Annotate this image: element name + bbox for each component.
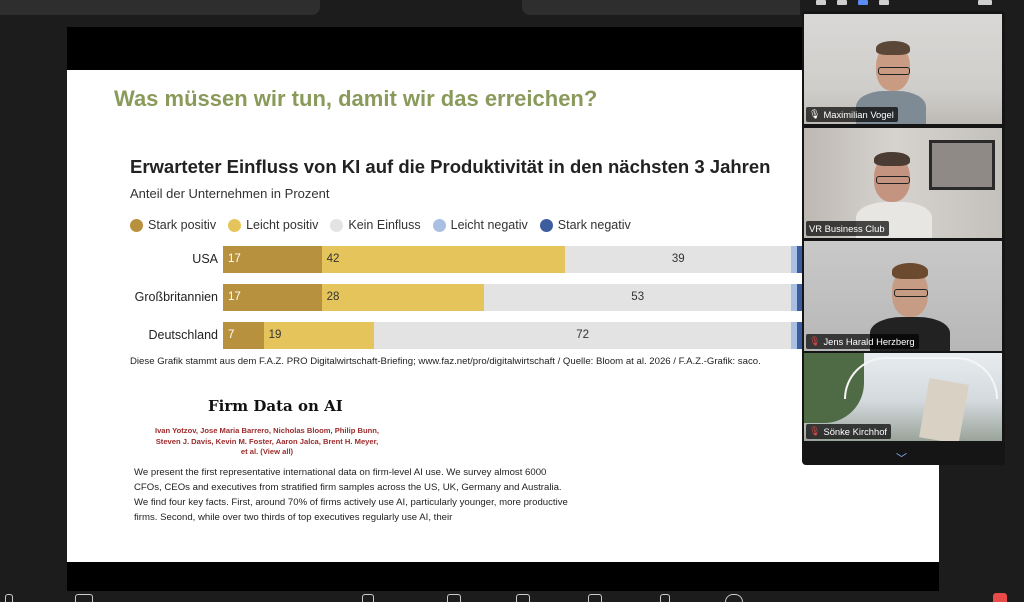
bar-segment bbox=[797, 322, 803, 349]
chart-title: Erwarteter Einfluss von KI auf die Produ… bbox=[130, 156, 771, 177]
mic-muted-icon: 🎙 bbox=[809, 336, 821, 346]
bar-segment: 72 bbox=[373, 322, 792, 349]
participant-name-tag: 🎙 Jens Harald Herzberg bbox=[806, 334, 919, 349]
bar-row: 17 28 53 bbox=[223, 284, 803, 311]
minimize-icon[interactable] bbox=[816, 0, 826, 5]
participant-name: Maximilian Vogel bbox=[823, 109, 894, 120]
legend-label: Stark positiv bbox=[148, 218, 217, 232]
legend-swatch bbox=[539, 218, 553, 232]
chart-source: Diese Grafik stammt aus dem F.A.Z. PRO D… bbox=[130, 356, 761, 367]
bar-segment: 28 bbox=[321, 284, 484, 311]
legend-item: Stark negativ bbox=[539, 218, 631, 232]
participant-name-tag: VR Business Club bbox=[806, 221, 889, 236]
legend-item: Leicht positiv bbox=[228, 218, 318, 232]
paper-abstract: We present the first representative inte… bbox=[134, 467, 568, 523]
participant-name: VR Business Club bbox=[809, 223, 885, 234]
participant-name: Sönke Kirchhof bbox=[823, 426, 888, 437]
grid-view-icon[interactable] bbox=[879, 0, 889, 5]
legend-swatch bbox=[130, 218, 143, 232]
bar-segment bbox=[791, 322, 798, 349]
bar-row: 7 19 72 bbox=[223, 322, 803, 349]
mic-icon: 🎙 bbox=[809, 109, 821, 119]
mic-muted-icon: 🎙 bbox=[809, 426, 821, 436]
bar-segment bbox=[797, 246, 803, 273]
legend-item: Stark positiv bbox=[130, 218, 216, 232]
app-logo-icon[interactable] bbox=[993, 593, 1007, 602]
participant-name: Jens Harald Herzberg bbox=[823, 336, 915, 347]
bar-segment: 19 bbox=[263, 322, 374, 349]
gallery-view-controls[interactable] bbox=[816, 0, 889, 7]
legend-swatch bbox=[432, 218, 446, 232]
gallery-close-icon[interactable] bbox=[978, 0, 992, 5]
top-toolbar-left bbox=[0, 0, 320, 15]
slide-title: Was müssen wir tun, damit wir das erreic… bbox=[114, 86, 598, 111]
bar-row: 17 42 39 bbox=[223, 246, 803, 273]
category-label: Großbritannien bbox=[134, 290, 218, 304]
participant-name-tag: 🎙 Maximilian Vogel bbox=[806, 107, 898, 122]
category-label: USA bbox=[192, 252, 218, 266]
chart-subtitle: Anteil der Unternehmen in Prozent bbox=[130, 186, 330, 201]
participant-tile-2[interactable]: VR Business Club bbox=[804, 128, 1002, 238]
bar-segment: 39 bbox=[565, 246, 792, 273]
microphone-icon[interactable] bbox=[5, 594, 13, 602]
bar-segment: 17 bbox=[223, 284, 322, 311]
bar-segment: 53 bbox=[484, 284, 792, 311]
share-screen-icon[interactable] bbox=[588, 594, 602, 602]
bar-segment bbox=[797, 284, 803, 311]
category-label: Deutschland bbox=[148, 328, 219, 342]
bar-segment: 17 bbox=[223, 246, 322, 273]
more-icon[interactable] bbox=[725, 594, 743, 602]
legend-item: Leicht negativ bbox=[432, 218, 528, 232]
bottom-toolbar bbox=[0, 591, 1024, 602]
legend-label: Leicht positiv bbox=[246, 218, 319, 232]
react-icon[interactable] bbox=[516, 594, 530, 602]
legend-item: Kein Einfluss bbox=[330, 218, 421, 232]
legend-label: Kein Einfluss bbox=[348, 218, 421, 232]
arch-image bbox=[844, 357, 998, 399]
participant-tile-3[interactable]: 🎙 Jens Harald Herzberg bbox=[804, 241, 1002, 351]
bar-segment: 7 bbox=[223, 322, 264, 349]
legend-swatch bbox=[330, 218, 344, 232]
chart-legend: Stark positiv Leicht positiv Kein Einfluss… bbox=[130, 218, 631, 232]
participant-name-tag: 🎙 Sönke Kirchhof bbox=[806, 424, 892, 439]
participants-icon[interactable] bbox=[362, 594, 374, 602]
shared-slide: Was müssen wir tun, damit wir das erreic… bbox=[67, 70, 939, 562]
bar-segment bbox=[791, 284, 798, 311]
participant-tile-1[interactable]: 🎙 Maximilian Vogel bbox=[804, 14, 1002, 124]
speaker-view-icon[interactable] bbox=[837, 0, 847, 5]
video-camera-icon[interactable] bbox=[75, 594, 93, 602]
paper-authors[interactable]: Ivan Yotzov, Jose Maria Barrero, Nichola… bbox=[154, 426, 380, 456]
bar-segment bbox=[791, 246, 798, 273]
chevron-down-icon[interactable]: ﹀ bbox=[896, 453, 907, 465]
record-icon[interactable] bbox=[660, 594, 670, 602]
legend-label: Stark negativ bbox=[557, 218, 631, 232]
legend-label: Leicht negativ bbox=[450, 218, 528, 232]
participant-tile-4[interactable]: 🎙 Sönke Kirchhof bbox=[804, 353, 1002, 441]
strip-view-icon[interactable] bbox=[858, 0, 868, 5]
top-toolbar-right bbox=[522, 0, 800, 15]
wall-picture bbox=[929, 140, 995, 190]
legend-swatch bbox=[228, 218, 242, 232]
chat-icon[interactable] bbox=[447, 594, 461, 602]
bar-segment: 42 bbox=[321, 246, 566, 273]
paper-title: Firm Data on AI bbox=[208, 397, 343, 415]
